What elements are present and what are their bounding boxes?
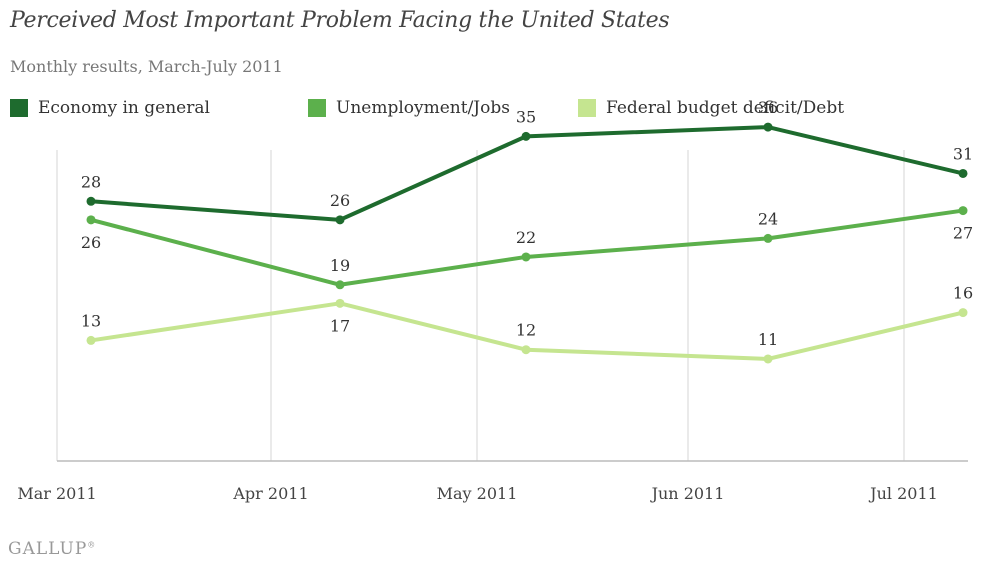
data-point	[521, 252, 531, 262]
chart-subtitle: Monthly results, March-July 2011	[10, 57, 283, 76]
data-label: 36	[758, 98, 778, 117]
x-tick-label: Jun 2011	[650, 484, 725, 503]
data-point	[763, 122, 773, 132]
data-label: 11	[758, 330, 778, 349]
x-tick-label: Apr 2011	[232, 484, 308, 503]
data-point	[521, 345, 531, 355]
data-point	[335, 215, 345, 225]
data-point	[86, 196, 96, 206]
legend-item-economy: Economy in general	[10, 98, 308, 118]
legend: Economy in general Unemployment/Jobs Fed…	[10, 98, 844, 118]
data-label: 27	[953, 224, 973, 243]
data-label: 26	[330, 191, 350, 210]
series-line-0	[89, 125, 965, 222]
series-line-1	[89, 208, 965, 287]
chart-title: Perceived Most Important Problem Facing …	[10, 8, 670, 33]
legend-swatch-unemployment	[308, 99, 326, 117]
data-point	[763, 354, 773, 364]
legend-label-deficit: Federal budget deficit/Debt	[606, 98, 845, 118]
data-label: 13	[81, 311, 101, 330]
data-label: 35	[516, 107, 536, 126]
data-label: 28	[81, 172, 101, 191]
legend-item-unemployment: Unemployment/Jobs	[308, 98, 578, 118]
data-point	[335, 298, 345, 308]
x-tick-label: Jul 2011	[868, 484, 938, 503]
x-tick-label: Mar 2011	[17, 484, 96, 503]
data-point	[86, 215, 96, 225]
data-point	[763, 233, 773, 243]
data-label: 19	[330, 256, 350, 275]
data-point	[958, 206, 968, 216]
data-label: 31	[953, 144, 973, 163]
data-label: 26	[81, 233, 101, 252]
data-point	[958, 168, 968, 178]
data-label: 17	[330, 316, 350, 335]
legend-label-economy: Economy in general	[38, 98, 210, 118]
data-label: 12	[516, 321, 536, 340]
data-label: 22	[516, 228, 536, 247]
data-point	[86, 335, 96, 345]
x-tick-label: May 2011	[437, 484, 518, 503]
data-label: 16	[953, 284, 973, 303]
gallup-logo: GALLUP®	[8, 539, 97, 559]
data-point	[958, 308, 968, 318]
legend-swatch-deficit	[578, 99, 596, 117]
data-point	[521, 131, 531, 141]
data-point	[335, 280, 345, 290]
legend-label-unemployment: Unemployment/Jobs	[336, 98, 510, 118]
data-label: 24	[758, 209, 778, 228]
legend-swatch-economy	[10, 99, 28, 117]
legend-item-deficit: Federal budget deficit/Debt	[578, 98, 844, 118]
brand-text: GALLUP	[8, 539, 88, 559]
